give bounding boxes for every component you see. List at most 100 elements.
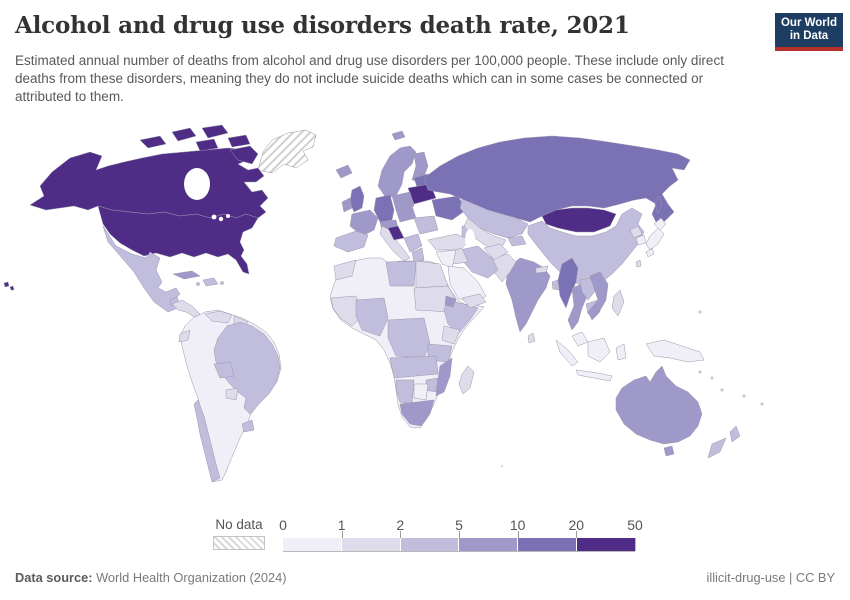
country-hispaniola[interactable] (202, 277, 219, 287)
country-eritrea-djibouti[interactable] (444, 295, 457, 308)
country-afghanistan[interactable] (483, 243, 509, 261)
country-philippines[interactable] (611, 289, 625, 317)
country-myanmar[interactable] (557, 257, 579, 309)
legend-tick: 50 (627, 517, 643, 533)
country-paraguay[interactable] (225, 387, 239, 401)
country-drc[interactable] (387, 317, 431, 359)
country-kenya[interactable] (441, 325, 461, 345)
country-south-africa[interactable] (399, 399, 435, 427)
chart-footer: Data source: World Health Organization (… (15, 570, 835, 585)
country-new-zealand[interactable] (707, 425, 741, 459)
owid-logo[interactable]: Our World in Data (775, 13, 843, 51)
country-jamaica[interactable] (196, 282, 200, 286)
legend-tick-mark (341, 531, 343, 538)
data-source-value: World Health Organization (2024) (92, 570, 287, 585)
country-west-africa[interactable] (330, 295, 363, 327)
country-iberia[interactable] (333, 230, 369, 253)
country-canada[interactable] (29, 147, 269, 219)
country-tasmania[interactable] (663, 445, 675, 457)
great-lakes (218, 216, 224, 222)
chart-subtitle: Estimated annual number of deaths from a… (15, 53, 724, 104)
small-islands (498, 310, 764, 467)
country-yemen-oman[interactable] (461, 293, 487, 309)
country-poland[interactable] (391, 191, 415, 211)
country-russia-sakhalin[interactable] (654, 195, 663, 215)
country-greenland[interactable] (257, 129, 317, 174)
country-new-guinea[interactable] (645, 339, 705, 363)
country-laos[interactable] (579, 277, 597, 301)
country-mexico[interactable] (102, 225, 181, 313)
legend-tick-mark (459, 531, 460, 538)
country-mozambique[interactable] (435, 357, 453, 397)
country-libya[interactable] (385, 260, 417, 287)
country-central-america[interactable] (171, 299, 201, 319)
country-egypt[interactable] (415, 260, 449, 289)
country-madagascar[interactable] (458, 365, 475, 395)
country-ireland[interactable] (341, 197, 353, 213)
country-india[interactable] (505, 257, 551, 333)
legend-tick-mark (400, 531, 402, 538)
country-france[interactable] (349, 209, 379, 237)
country-sri-lanka[interactable] (527, 332, 536, 344)
country-indonesia[interactable] (555, 337, 627, 382)
legend-tick: 5 (455, 517, 463, 533)
page-title: Alcohol and drug use disorders death rat… (15, 12, 630, 39)
country-bolivia[interactable] (213, 361, 235, 379)
legend-tick: 10 (509, 517, 526, 533)
caspian-sea (465, 229, 475, 251)
country-botswana[interactable] (413, 383, 429, 401)
country-iceland[interactable] (335, 164, 353, 179)
country-south-korea[interactable] (635, 234, 647, 246)
country-canada-arctic-islands[interactable] (139, 124, 259, 165)
country-hawaii[interactable] (3, 281, 15, 291)
country-turkey[interactable] (427, 233, 471, 251)
country-svalbard[interactable] (391, 130, 406, 141)
country-balkans[interactable] (403, 233, 423, 253)
country-mongolia[interactable] (541, 207, 617, 233)
country-romania-bulgaria[interactable] (413, 215, 439, 235)
country-puerto-rico[interactable] (220, 281, 224, 285)
legend-tick-mark (517, 531, 519, 538)
great-lakes (211, 214, 217, 220)
country-cuba[interactable] (172, 270, 201, 280)
country-ghana-nigeria[interactable] (355, 297, 389, 337)
country-ukraine[interactable] (431, 195, 467, 221)
legend-bin-0-1[interactable] (283, 538, 342, 551)
legend-bin-10-20[interactable] (518, 538, 578, 551)
country-ecuador[interactable] (178, 329, 191, 343)
legend-bin-5-10[interactable] (459, 538, 519, 551)
legend-bin-2-5[interactable] (400, 538, 460, 551)
legend-no-data-label: No data (215, 517, 263, 532)
country-taiwan[interactable] (635, 259, 642, 268)
legend-tick: 0 (279, 517, 287, 533)
legend-tick-mark (576, 531, 578, 538)
legend-no-data[interactable]: No data (213, 517, 265, 550)
country-namibia[interactable] (395, 379, 415, 405)
license-credit[interactable]: illicit-drug-use | CC BY (706, 570, 835, 585)
country-nepal[interactable] (535, 265, 549, 274)
country-uruguay[interactable] (241, 419, 255, 433)
country-malaysia[interactable] (571, 331, 589, 347)
country-chile[interactable] (193, 399, 221, 483)
country-japan[interactable] (645, 217, 667, 258)
legend-bin-20-50[interactable] (577, 538, 635, 551)
country-north-korea[interactable] (629, 225, 643, 239)
legend-tick-labels: 0 1 2 5 10 20 50 (279, 517, 643, 534)
legend-bin-1-2[interactable] (341, 538, 401, 551)
country-greece[interactable] (411, 247, 425, 263)
legend-color-scale[interactable]: 0 1 2 5 10 20 50 (279, 517, 643, 553)
legend-no-data-swatch (213, 536, 265, 550)
country-australia[interactable] (615, 365, 703, 445)
legend-tick: 1 (337, 517, 346, 533)
country-ethiopia[interactable] (443, 299, 479, 335)
country-kyrgyzstan-tajikistan[interactable] (507, 235, 527, 247)
country-venezuela[interactable] (204, 310, 233, 324)
country-angola-zambia[interactable] (389, 355, 439, 379)
country-germany[interactable] (373, 194, 395, 223)
country-vietnam[interactable] (587, 271, 609, 321)
owid-logo-line2: in Data (789, 30, 829, 42)
country-morocco[interactable] (333, 259, 357, 281)
data-source-label: Data source: (15, 570, 93, 585)
